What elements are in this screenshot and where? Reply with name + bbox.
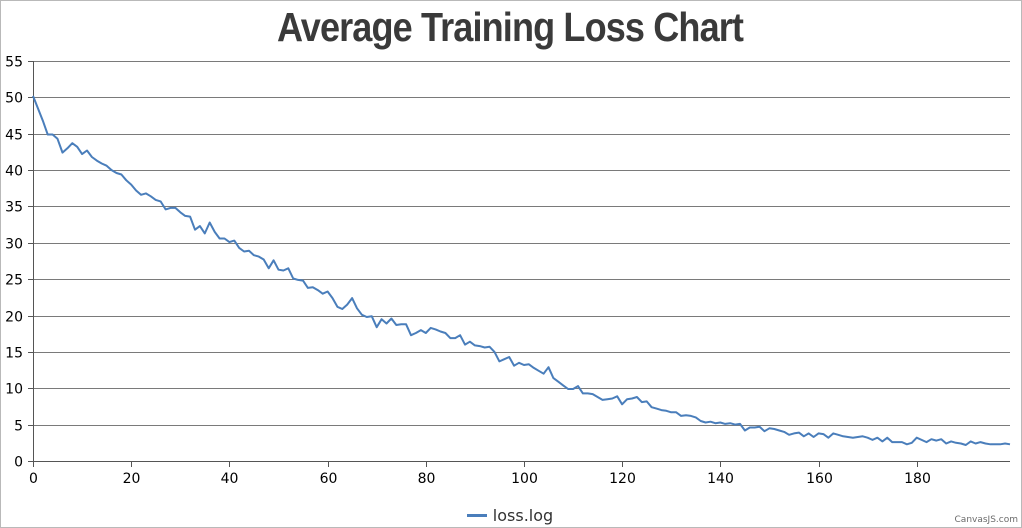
chart-legend: loss.log bbox=[0, 504, 1020, 525]
x-tick-label: 60 bbox=[320, 471, 338, 487]
x-tick-label: 180 bbox=[904, 471, 931, 487]
y-tick-label: 5 bbox=[14, 419, 23, 435]
x-tick-label: 120 bbox=[609, 471, 636, 487]
x-tick-label: 80 bbox=[418, 471, 436, 487]
y-tick-label: 35 bbox=[5, 200, 23, 216]
chart-title: Average Training Loss Chart bbox=[276, 4, 744, 50]
x-tick-label: 140 bbox=[707, 471, 734, 487]
y-tick-label: 50 bbox=[5, 91, 23, 107]
y-tick-label: 10 bbox=[5, 382, 23, 398]
y-tick-label: 30 bbox=[5, 237, 23, 253]
series-line-loss-log bbox=[32, 95, 1011, 446]
y-tick-label: 40 bbox=[5, 164, 23, 180]
y-tick-label: 55 bbox=[5, 55, 23, 71]
y-tick-label: 25 bbox=[5, 273, 23, 289]
legend-swatch bbox=[466, 514, 487, 517]
x-tick-label: 0 bbox=[29, 471, 38, 487]
y-tick-label: 20 bbox=[5, 310, 23, 326]
x-tick-label: 40 bbox=[221, 471, 239, 487]
x-tick-label: 160 bbox=[806, 471, 833, 487]
legend-label[interactable]: loss.log bbox=[492, 506, 554, 525]
credit-text[interactable]: CanvasJS.com bbox=[954, 515, 1018, 525]
y-tick-label: 15 bbox=[5, 346, 23, 362]
x-tick-label: 20 bbox=[123, 471, 141, 487]
y-tick-label: 0 bbox=[14, 455, 23, 471]
x-tick-label: 100 bbox=[511, 471, 538, 487]
y-tick-label: 45 bbox=[5, 128, 23, 144]
